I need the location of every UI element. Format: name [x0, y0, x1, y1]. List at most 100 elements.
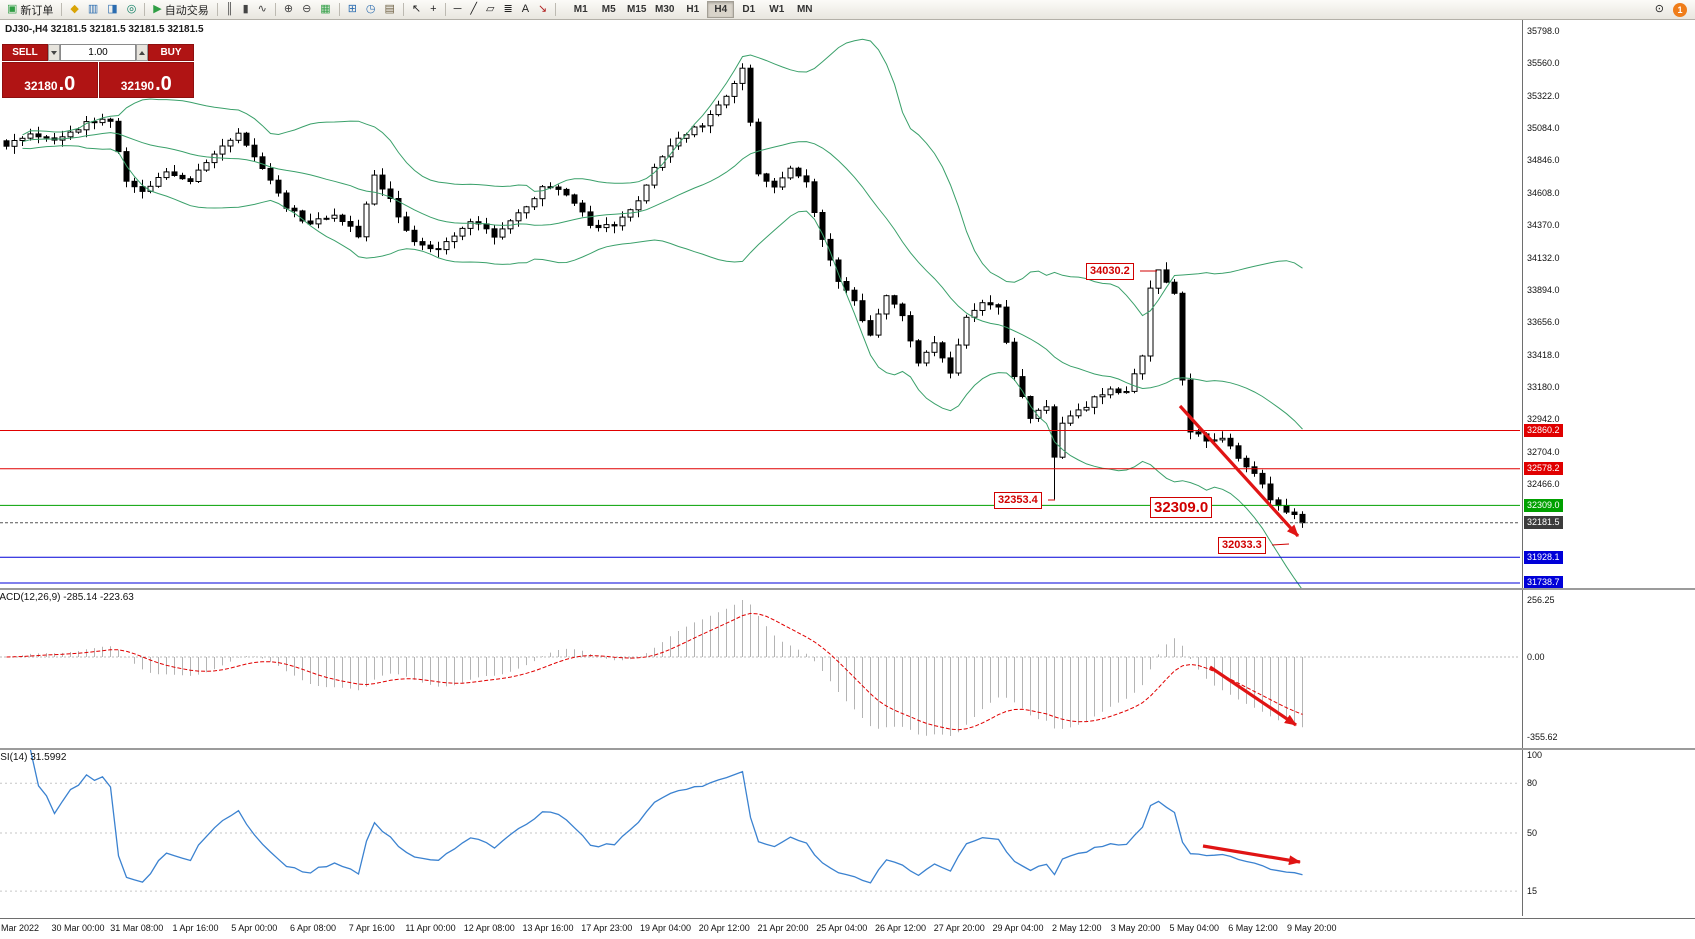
zoom-out-button[interactable]: ⊖ [298, 1, 315, 18]
time-axis-label: 25 Apr 04:00 [816, 923, 868, 933]
buy-price-big-digits: .0 [155, 73, 172, 95]
price-axis-label: 33418.0 [1527, 349, 1560, 360]
bar-chart-icon: ║ [225, 3, 234, 15]
toolbar-separator [61, 3, 63, 16]
volume-input[interactable] [60, 44, 136, 61]
time-axis-label: 6 May 12:00 [1228, 923, 1278, 933]
time-axis-label: 19 Apr 04:00 [639, 923, 692, 933]
tile-windows-button[interactable]: ▦ [316, 1, 334, 18]
timeframe-m5-button[interactable]: M5 [595, 1, 622, 18]
text-button[interactable]: A [518, 1, 533, 18]
navigator-button[interactable]: ◎ [123, 1, 141, 18]
trend-arrow-macd[interactable] [1209, 665, 1297, 727]
autotrading-button[interactable]: ▶ 自动交易 [149, 1, 212, 18]
rsi-panel[interactable]: RSI(14) 31.5992 [0, 750, 1522, 916]
price-annotation[interactable]: 32309.0 [1150, 497, 1213, 518]
time-axis-label: 27 Apr 20:00 [933, 923, 985, 933]
clock-icon: ◷ [365, 3, 376, 15]
price-annotation[interactable]: 32353.4 [994, 492, 1042, 509]
sell-button[interactable]: SELL [2, 44, 48, 61]
text-icon: A [521, 3, 530, 15]
charts-icon: ▥ [87, 3, 99, 15]
macd-panel[interactable]: MACD(12,26,9) -285.14 -223.63 [0, 590, 1522, 748]
trendline-button[interactable]: ╱ [466, 1, 481, 18]
candles-group [3, 63, 1306, 528]
time-axis-label: 30 Mar 00:00 [51, 923, 105, 933]
sell-price-big-digits: .0 [58, 73, 76, 95]
triangle-down-icon [51, 50, 57, 55]
new-order-button[interactable]: ▣ 新订单 [3, 1, 57, 18]
cursor-button[interactable]: ↖ [408, 1, 425, 18]
price-axis-label: 33894.0 [1527, 284, 1560, 295]
chart-panel[interactable]: DJ30-,H4 32181.5 32181.5 32181.5 32181.5… [0, 20, 1522, 588]
price-annotation[interactable]: 32033.3 [1218, 537, 1266, 554]
price-annotation[interactable]: 34030.2 [1086, 263, 1134, 280]
timeframe-m30-button[interactable]: M30 [651, 1, 678, 18]
panel-divider-1[interactable] [0, 588, 1695, 590]
channel-button[interactable]: ▱ [482, 1, 498, 18]
time-axis-label: 12 Apr 08:00 [463, 923, 515, 933]
trend-arrow-main[interactable] [1178, 404, 1300, 538]
buy-price-display[interactable]: 32190 .0 [98, 62, 194, 98]
trend-arrow-rsi[interactable] [1202, 844, 1301, 866]
toolbar-separator [274, 3, 276, 16]
rsi-axis-label: 80 [1527, 778, 1538, 789]
price-axis-label: 33656.0 [1527, 317, 1560, 328]
time-axis-label: 31 Mar 08:00 [110, 923, 164, 933]
trendline-icon: ╱ [470, 3, 477, 15]
chart-symbol-info: DJ30-,H4 32181.5 32181.5 32181.5 32181.5 [5, 24, 204, 35]
time-axis-label: 1 Apr 16:00 [172, 923, 219, 933]
price-level-badge: 32578.2 [1524, 462, 1563, 476]
cursor-icon: ↖ [411, 3, 422, 15]
timeframe-d1-button[interactable]: D1 [735, 1, 762, 18]
rsi-axis[interactable]: 100 80 50 15 [1522, 750, 1695, 916]
triangle-up-icon [139, 50, 145, 55]
autotrading-button-label: 自动交易 [164, 4, 209, 17]
rsi-axis-label: 100 [1527, 750, 1543, 760]
macd-axis[interactable]: 256.25 0.00 -355.62 [1522, 590, 1695, 748]
timeframe-m15-button[interactable]: M15 [623, 1, 650, 18]
panel-divider-2[interactable] [0, 748, 1695, 750]
price-axis-label: 34370.0 [1527, 220, 1560, 231]
crosshair-button[interactable]: + [426, 1, 440, 18]
notification-badge[interactable]: 1 [1673, 2, 1687, 17]
market-watch-button[interactable]: ◨ [103, 1, 121, 18]
timeframe-w1-button[interactable]: W1 [763, 1, 790, 18]
volume-increase-button[interactable] [136, 44, 148, 61]
horizontal-line-button[interactable]: ─ [450, 1, 466, 18]
candlestick-chart-button[interactable]: ▮ [239, 1, 253, 18]
timeframe-mn-button[interactable]: MN [791, 1, 818, 18]
price-lines-group[interactable] [0, 430, 1520, 584]
price-level-badge: 32860.2 [1524, 423, 1563, 437]
time-axis[interactable]: Mar 2022 30 Mar 00:00 31 Mar 08:00 1 Apr 16… [0, 918, 1695, 939]
price-level-badge: 32309.0 [1524, 498, 1563, 512]
horizontal-line-icon: ─ [453, 3, 462, 15]
price-axis-label: 32942.0 [1527, 414, 1560, 425]
zoom-in-button[interactable]: ⊕ [280, 1, 297, 18]
line-chart-icon: ∿ [257, 3, 267, 15]
timeframe-h4-button[interactable]: H4 [707, 1, 735, 18]
time-axis-label: 5 May 04:00 [1169, 923, 1220, 933]
timeframe-m1-button[interactable]: M1 [567, 1, 594, 18]
timeframe-h1-button[interactable]: H1 [679, 1, 706, 18]
profiles-button[interactable]: ◆ [66, 1, 82, 18]
toolbar-separator [444, 3, 446, 16]
main-chart-svg[interactable] [0, 20, 1522, 588]
templates-button[interactable]: ▤ [381, 1, 399, 18]
search-button[interactable]: ⊙ [1651, 1, 1668, 18]
fibonacci-button[interactable]: ≣ [499, 1, 516, 18]
price-axis-label: 35084.0 [1527, 123, 1560, 134]
time-periods-button[interactable]: ◷ [362, 1, 380, 18]
indicators-button[interactable]: ⊞ [344, 1, 361, 18]
arrows-button[interactable]: ↘ [534, 1, 551, 18]
buy-button[interactable]: BUY [148, 44, 194, 61]
time-axis-label: 26 Apr 12:00 [874, 923, 927, 933]
navigator-icon: ◎ [126, 3, 137, 15]
charts-button[interactable]: ▥ [84, 1, 102, 18]
bar-chart-button[interactable]: ║ [222, 1, 238, 18]
macd-axis-label: 256.25 [1527, 595, 1555, 605]
sell-price-display[interactable]: 32180 .0 [2, 62, 98, 98]
main-price-axis[interactable]: 35798.0 35560.0 35322.0 35084.0 34846.0 34608… [1522, 20, 1695, 588]
volume-decrease-button[interactable] [48, 44, 60, 61]
line-chart-button[interactable]: ∿ [254, 1, 271, 18]
